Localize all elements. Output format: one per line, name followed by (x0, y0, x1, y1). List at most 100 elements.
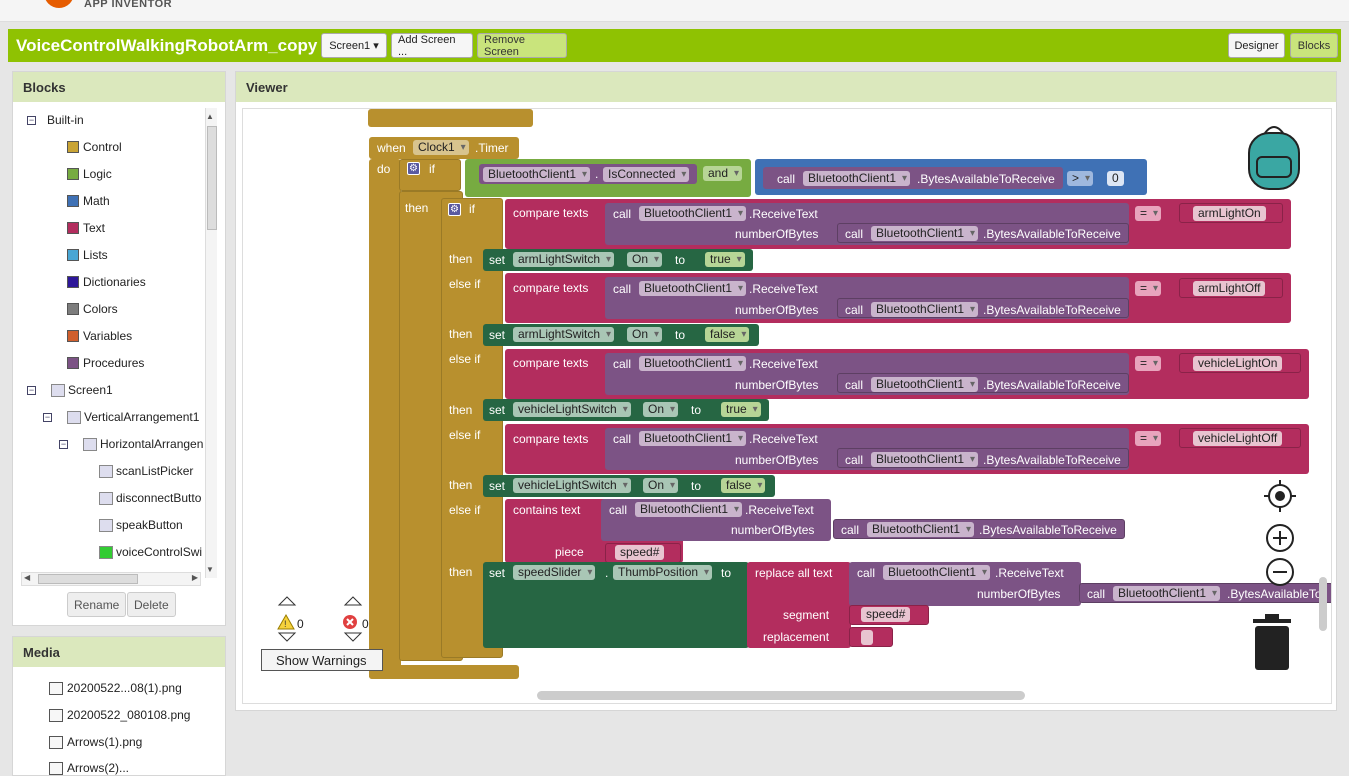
tree-item-verticalarrangement1[interactable]: VerticalArrangement1 (67, 408, 199, 426)
scroll-thumb[interactable] (38, 574, 138, 584)
error-nav-arrows[interactable] (343, 595, 363, 643)
app-inventor-logo-icon[interactable] (44, 0, 74, 8)
speed-slider-dropdown[interactable]: speedSlider (513, 565, 596, 580)
text-speed[interactable]: speed# (615, 545, 665, 560)
scroll-left-icon[interactable]: ◀ (24, 573, 31, 582)
category-text[interactable]: Text (67, 219, 105, 237)
clock-dropdown[interactable]: Clock1 (413, 140, 469, 155)
bt-dropdown[interactable]: BluetoothClient1 (1113, 586, 1221, 601)
tree-item-builtin[interactable]: Built-in (47, 113, 84, 127)
collapse-icon[interactable]: − (59, 439, 68, 449)
rename-button[interactable]: Rename (67, 592, 127, 617)
scroll-right-icon[interactable]: ▶ (191, 573, 198, 582)
on-property-dropdown[interactable]: On (627, 252, 663, 267)
bt-dropdown[interactable]: BluetoothClient1 (635, 502, 743, 517)
bt-dropdown[interactable]: BluetoothClient1 (871, 452, 979, 467)
true-dropdown[interactable]: true (721, 402, 761, 417)
tree-item-disconnectbutton[interactable]: disconnectButto (99, 489, 201, 507)
remove-screen-button[interactable]: Remove Screen (477, 33, 567, 58)
vehicle-switch-dropdown[interactable]: vehicleLightSwitch (513, 478, 631, 493)
category-lists[interactable]: Lists (67, 246, 108, 264)
workspace-vertical-scrollbar[interactable] (1319, 577, 1327, 631)
warning-nav-arrows[interactable] (277, 595, 297, 643)
category-logic[interactable]: Logic (67, 165, 112, 183)
is-connected-dropdown[interactable]: IsConnected (603, 167, 690, 182)
scroll-up-icon[interactable]: ▲ (206, 112, 214, 121)
inner-if-block[interactable] (441, 198, 503, 658)
text-arm-light-on[interactable]: armLightOn (1193, 206, 1266, 221)
on-property-dropdown[interactable]: On (627, 327, 663, 342)
true-dropdown[interactable]: true (705, 252, 745, 267)
arm-switch-dropdown[interactable]: armLightSwitch (513, 327, 615, 342)
replace-all-block[interactable] (747, 562, 851, 648)
scroll-down-icon[interactable]: ▼ (206, 565, 214, 574)
media-item[interactable]: Arrows(2)... (49, 761, 129, 775)
backpack-icon[interactable] (1241, 121, 1309, 191)
tree-item-screen1[interactable]: Screen1 (51, 381, 113, 399)
bt-dropdown[interactable]: BluetoothClient1 (871, 226, 979, 241)
false-dropdown[interactable]: false (705, 327, 750, 342)
text-arm-light-off[interactable]: armLightOff (1193, 281, 1266, 296)
gear-icon[interactable]: ⚙ (448, 203, 461, 216)
recenter-icon[interactable] (1263, 479, 1297, 513)
blocks-button[interactable]: Blocks (1290, 33, 1338, 58)
false-dropdown[interactable]: false (721, 478, 766, 493)
thumb-position-dropdown[interactable]: ThumbPosition (613, 565, 713, 580)
collapse-icon[interactable]: − (43, 412, 52, 422)
category-control[interactable]: Control (67, 138, 122, 156)
text-speed-segment[interactable]: speed# (861, 607, 911, 622)
on-property-dropdown[interactable]: On (643, 478, 679, 493)
category-procedures[interactable]: Procedures (67, 354, 144, 372)
equals-dropdown[interactable]: = (1135, 206, 1162, 221)
designer-button[interactable]: Designer (1228, 33, 1285, 58)
zero-number[interactable]: 0 (1107, 171, 1124, 186)
category-colors[interactable]: Colors (67, 300, 118, 318)
bt-dropdown[interactable]: BluetoothClient1 (803, 171, 911, 186)
text-vehicle-light-on[interactable]: vehicleLightOn (1193, 356, 1283, 371)
bt-dropdown[interactable]: BluetoothClient1 (871, 302, 979, 317)
media-item[interactable]: 20200522_080108.png (49, 708, 190, 722)
tree-horizontal-scrollbar[interactable]: ◀ ▶ (21, 572, 201, 586)
tree-item-horizontalarrangement[interactable]: HorizontalArrangen (83, 435, 203, 453)
empty-text-literal[interactable] (861, 630, 873, 645)
workspace-horizontal-scrollbar[interactable] (537, 691, 1025, 700)
tree-item-speakbutton[interactable]: speakButton (99, 516, 183, 534)
on-property-dropdown[interactable]: On (643, 402, 679, 417)
collapse-icon[interactable]: − (27, 385, 36, 395)
bt-dropdown[interactable]: BluetoothClient1 (639, 206, 747, 221)
compare-op-dropdown[interactable]: > (1067, 171, 1094, 186)
screen-select[interactable]: Screen1 ▾ (321, 33, 387, 58)
and-dropdown[interactable]: and (703, 166, 743, 181)
arm-switch-dropdown[interactable]: armLightSwitch (513, 252, 615, 267)
bt-dropdown[interactable]: BluetoothClient1 (871, 377, 979, 392)
equals-dropdown[interactable]: = (1135, 431, 1162, 446)
vehicle-switch-dropdown[interactable]: vehicleLightSwitch (513, 402, 631, 417)
partial-block[interactable] (368, 109, 533, 127)
tree-vertical-scrollbar[interactable]: ▲ ▼ (205, 108, 217, 578)
equals-dropdown[interactable]: = (1135, 356, 1162, 371)
bt-dropdown[interactable]: BluetoothClient1 (867, 522, 975, 537)
category-variables[interactable]: Variables (67, 327, 132, 345)
show-warnings-button[interactable]: Show Warnings (261, 649, 383, 671)
text-vehicle-light-off[interactable]: vehicleLightOff (1193, 431, 1283, 446)
bt-dropdown[interactable]: BluetoothClient1 (483, 167, 591, 182)
trash-icon[interactable] (1251, 613, 1293, 671)
bt-dropdown[interactable]: BluetoothClient1 (639, 356, 747, 371)
bt-dropdown[interactable]: BluetoothClient1 (639, 431, 747, 446)
add-screen-button[interactable]: Add Screen ... (391, 33, 473, 58)
media-item[interactable]: 20200522...08(1).png (49, 681, 182, 695)
scroll-thumb[interactable] (207, 126, 217, 230)
category-dictionaries[interactable]: Dictionaries (67, 273, 146, 291)
tree-item-scanlistpicker[interactable]: scanListPicker (99, 462, 193, 480)
media-item[interactable]: Arrows(1).png (49, 735, 142, 749)
delete-button[interactable]: Delete (127, 592, 176, 617)
collapse-icon[interactable]: − (27, 115, 36, 125)
zoom-out-icon[interactable] (1265, 557, 1295, 587)
blocks-workspace[interactable]: when Clock1 .Timer do ⚙ if then Bluetoot… (242, 108, 1332, 704)
bt-dropdown[interactable]: BluetoothClient1 (883, 565, 991, 580)
zoom-in-icon[interactable] (1265, 523, 1295, 553)
gear-icon[interactable]: ⚙ (407, 162, 420, 175)
tree-item-voicecontrolswitch[interactable]: voiceControlSwi (99, 543, 202, 561)
equals-dropdown[interactable]: = (1135, 281, 1162, 296)
category-math[interactable]: Math (67, 192, 110, 210)
